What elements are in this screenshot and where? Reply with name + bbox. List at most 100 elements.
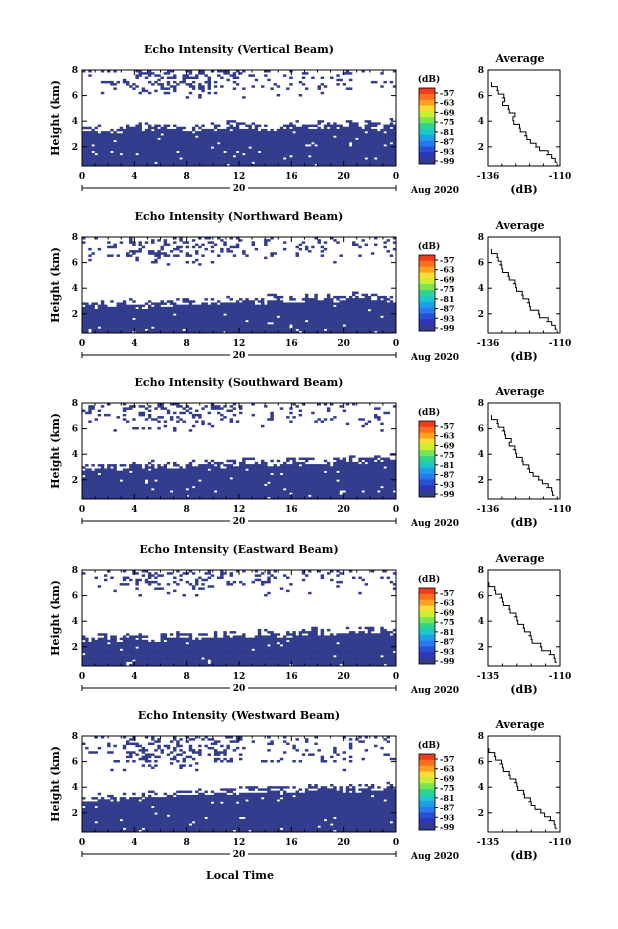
colorbar-segment: [419, 123, 435, 130]
heatmap-cell: [185, 148, 190, 152]
colorbar-tick-label: -99: [440, 156, 455, 166]
heatmap-cell: [226, 479, 230, 482]
heatmap-cell: [147, 150, 152, 154]
heatmap-cell: [223, 163, 227, 167]
heatmap-cell: [207, 496, 212, 500]
heatmap-cell: [276, 94, 281, 97]
heatmap-cell: [217, 317, 221, 321]
heatmap-cell: [125, 407, 130, 410]
heatmap-cell: [367, 302, 372, 305]
heatmap-cell: [380, 157, 384, 160]
heatmap-cell: [125, 128, 130, 132]
heatmap-cell: [380, 330, 384, 334]
y-tick-label: 4: [72, 117, 78, 127]
heatmap-cell: [386, 317, 391, 321]
heatmap-cell: [358, 311, 362, 314]
heatmap-cell: [125, 309, 130, 312]
heatmap-cell: [85, 492, 89, 495]
heatmap-cell: [282, 468, 287, 471]
heatmap-cell: [358, 152, 362, 156]
heatmap-cell: [276, 128, 281, 132]
heatmap-cell: [144, 475, 149, 478]
heatmap-cell: [185, 150, 190, 154]
heatmap-cell: [220, 472, 224, 476]
heatmap-cell: [289, 83, 293, 86]
heatmap-cell: [314, 155, 318, 158]
heatmap-cell: [166, 496, 171, 500]
heatmap-cell: [239, 157, 243, 160]
heatmap-cell: [226, 322, 230, 325]
heatmap-cell: [279, 306, 284, 310]
heatmap-cell: [154, 155, 158, 158]
heatmap-cell: [336, 319, 340, 323]
heatmap-cell: [226, 330, 230, 334]
average-x-tick-label: -136: [477, 339, 500, 349]
heatmap-cell: [116, 479, 120, 482]
heatmap-cell: [282, 306, 287, 310]
heatmap-cell: [176, 126, 180, 130]
heatmap-cell: [267, 148, 271, 152]
heatmap-cell: [147, 144, 152, 147]
heatmap-cell: [82, 142, 86, 145]
heatmap-cell: [392, 155, 397, 158]
heatmap-cell: [113, 326, 117, 329]
heatmap-cell: [207, 144, 212, 147]
heatmap-cell: [242, 468, 246, 471]
heatmap-cell: [295, 150, 299, 154]
heatmap-cell: [245, 142, 249, 145]
heatmap-cell: [173, 150, 177, 154]
heatmap-cell: [138, 481, 142, 485]
heatmap-cell: [374, 302, 378, 305]
heatmap-cell: [91, 496, 95, 500]
heatmap-cell: [348, 317, 353, 321]
heatmap-cell: [383, 319, 387, 323]
heatmap-cell: [201, 485, 205, 489]
heatmap-cell: [85, 161, 89, 165]
heatmap-cell: [191, 492, 196, 495]
heatmap-cell: [144, 315, 149, 319]
heatmap-cell: [352, 122, 356, 125]
heatmap-cell: [220, 468, 224, 471]
heatmap-cell: [141, 155, 146, 158]
heatmap-cell: [173, 159, 177, 162]
heatmap-cell: [217, 490, 221, 493]
heatmap-cell: [195, 159, 199, 162]
heatmap-cell: [367, 322, 372, 325]
heatmap-cell: [239, 148, 243, 152]
heatmap-cell: [248, 326, 252, 329]
heatmap-cell: [94, 302, 98, 305]
heatmap-cell: [273, 490, 277, 493]
heatmap-cell: [279, 477, 284, 480]
heatmap-cell: [223, 468, 227, 471]
heatmap-cell: [195, 330, 199, 334]
heatmap-cell: [333, 315, 337, 319]
heatmap-cell: [248, 133, 252, 136]
heatmap-cell: [163, 161, 168, 165]
heatmap-cell: [198, 416, 202, 419]
heatmap-cell: [248, 317, 252, 321]
heatmap-cell: [141, 131, 146, 134]
heatmap-cell: [342, 306, 347, 310]
heatmap-cell: [358, 313, 362, 316]
heatmap-cell: [342, 150, 347, 154]
heatmap-cell: [110, 148, 114, 152]
heatmap-cell: [226, 494, 230, 498]
heatmap-cell: [217, 319, 221, 323]
heatmap-cell: [239, 496, 243, 500]
heatmap-cell: [160, 126, 164, 130]
heatmap-cell: [185, 490, 190, 493]
heatmap-cell: [157, 313, 161, 316]
heatmap-cell: [201, 139, 205, 143]
heatmap-cell: [226, 315, 230, 319]
heatmap-cell: [173, 148, 177, 152]
heatmap-cell: [169, 85, 174, 88]
heatmap-cell: [107, 488, 111, 491]
heatmap-cell: [242, 481, 246, 485]
heatmap-cell: [217, 461, 221, 465]
heatmap-cell: [352, 322, 356, 325]
heatmap-cell: [317, 85, 321, 88]
heatmap-cell: [213, 159, 218, 162]
heatmap-cell: [147, 466, 152, 469]
heatmap-cell: [129, 322, 133, 325]
heatmap-cell: [242, 324, 246, 327]
